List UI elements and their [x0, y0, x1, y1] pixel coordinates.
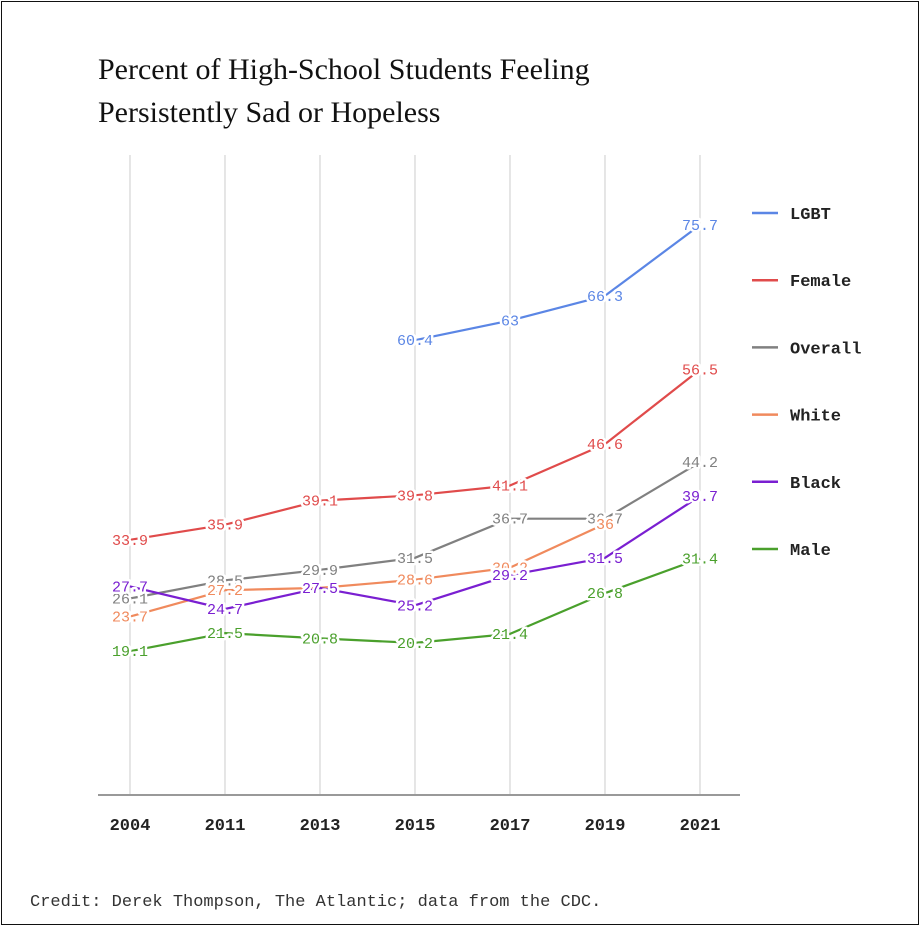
data-label-male-2017: 21.4 — [492, 627, 528, 644]
data-label-male-2013: 20.8 — [302, 631, 338, 648]
data-label-black-2017: 29.2 — [492, 568, 528, 585]
legend-label-male: Male — [790, 542, 831, 561]
data-label-female-2015: 39.8 — [397, 488, 433, 505]
chart-title: Percent of High-School Students Feeling … — [98, 48, 738, 134]
data-label-female-2013: 39.1 — [302, 494, 338, 511]
x-axis: 2004 2011 2013 2015 2017 2019 2021 — [98, 794, 740, 836]
data-label-white-2004: 23.7 — [112, 610, 148, 627]
legend: LGBT Female Overall White Black Male — [752, 206, 861, 561]
data-label-overall-2017: 36.7 — [492, 512, 528, 529]
series-line-white — [129, 522, 606, 618]
chart-title-line-1: Percent of High-School Students Feeling — [98, 53, 590, 86]
data-label-male-2021: 31.4 — [682, 552, 718, 569]
data-label-black-2004: 27.7 — [112, 579, 148, 596]
data-label-male-2004: 19.1 — [112, 644, 148, 661]
data-label-black-2021: 39.7 — [682, 489, 718, 506]
data-label-white-2015: 28.6 — [397, 573, 433, 590]
x-tick-label-2013: 2013 — [300, 817, 341, 836]
chart-title-line-2: Persistently Sad or Hopeless — [98, 96, 441, 129]
gridlines — [129, 155, 701, 795]
x-tick-label-2021: 2021 — [680, 817, 721, 836]
series-lines — [129, 224, 701, 653]
data-label-female-2017: 41.1 — [492, 479, 528, 496]
data-label-overall-2021: 44.2 — [682, 455, 718, 472]
x-tick-label-2017: 2017 — [490, 817, 531, 836]
series-line-female — [129, 368, 701, 541]
series-line-overall — [129, 461, 701, 600]
legend-label-black: Black — [790, 475, 841, 494]
data-labels: 60.4 63 66.3 75.7 33.9 35.9 39.1 39.8 41.1 46.6 56… — [109, 216, 720, 664]
data-label-white-2019: 36 — [596, 517, 614, 534]
data-label-lgbt-2021: 75.7 — [682, 218, 718, 235]
data-label-female-2021: 56.5 — [682, 363, 718, 380]
legend-item-black: Black — [752, 475, 841, 494]
data-label-male-2015: 20.2 — [397, 636, 433, 653]
data-label-overall-2013: 29.9 — [302, 563, 338, 580]
x-tick-label-2004: 2004 — [110, 817, 151, 836]
data-label-lgbt-2019: 66.3 — [587, 289, 623, 306]
data-label-white-2011: 27.2 — [207, 583, 243, 600]
x-tick-label-2011: 2011 — [205, 817, 246, 836]
data-label-black-2011: 24.7 — [207, 602, 243, 619]
data-label-female-2004: 33.9 — [112, 533, 148, 550]
data-label-male-2019: 26.8 — [587, 586, 623, 603]
data-label-black-2015: 25.2 — [397, 598, 433, 615]
data-label-female-2019: 46.6 — [587, 437, 623, 454]
data-label-black-2019: 31.5 — [587, 551, 623, 568]
legend-item-white: White — [752, 408, 841, 427]
data-label-lgbt-2017: 63 — [501, 314, 519, 331]
data-label-lgbt-2015: 60.4 — [397, 333, 433, 350]
series-line-lgbt — [414, 224, 701, 342]
series-line-male — [129, 557, 701, 653]
legend-label-female: Female — [790, 273, 851, 292]
data-label-black-2013: 27.5 — [302, 581, 338, 598]
legend-label-lgbt: LGBT — [790, 206, 831, 225]
legend-item-male: Male — [752, 542, 831, 561]
data-label-white-2017: 30.2 — [492, 561, 528, 578]
data-label-overall-2015: 31.5 — [397, 551, 433, 568]
data-label-overall-2019: 36.7 — [587, 512, 623, 529]
credit-text: Credit: Derek Thompson, The Atlantic; da… — [30, 893, 602, 912]
data-label-overall-2011: 28.5 — [207, 573, 243, 590]
data-label-overall-2004: 26.1 — [112, 591, 148, 608]
data-label-male-2011: 21.5 — [207, 626, 243, 643]
legend-item-female: Female — [752, 273, 851, 292]
x-tick-label-2019: 2019 — [585, 817, 626, 836]
series-line-black — [129, 495, 701, 611]
legend-item-overall: Overall — [752, 340, 861, 359]
legend-label-white: White — [790, 408, 841, 427]
x-tick-label-2015: 2015 — [395, 817, 436, 836]
data-label-female-2011: 35.9 — [207, 518, 243, 535]
legend-item-lgbt: LGBT — [752, 206, 831, 225]
legend-label-overall: Overall — [790, 340, 861, 359]
